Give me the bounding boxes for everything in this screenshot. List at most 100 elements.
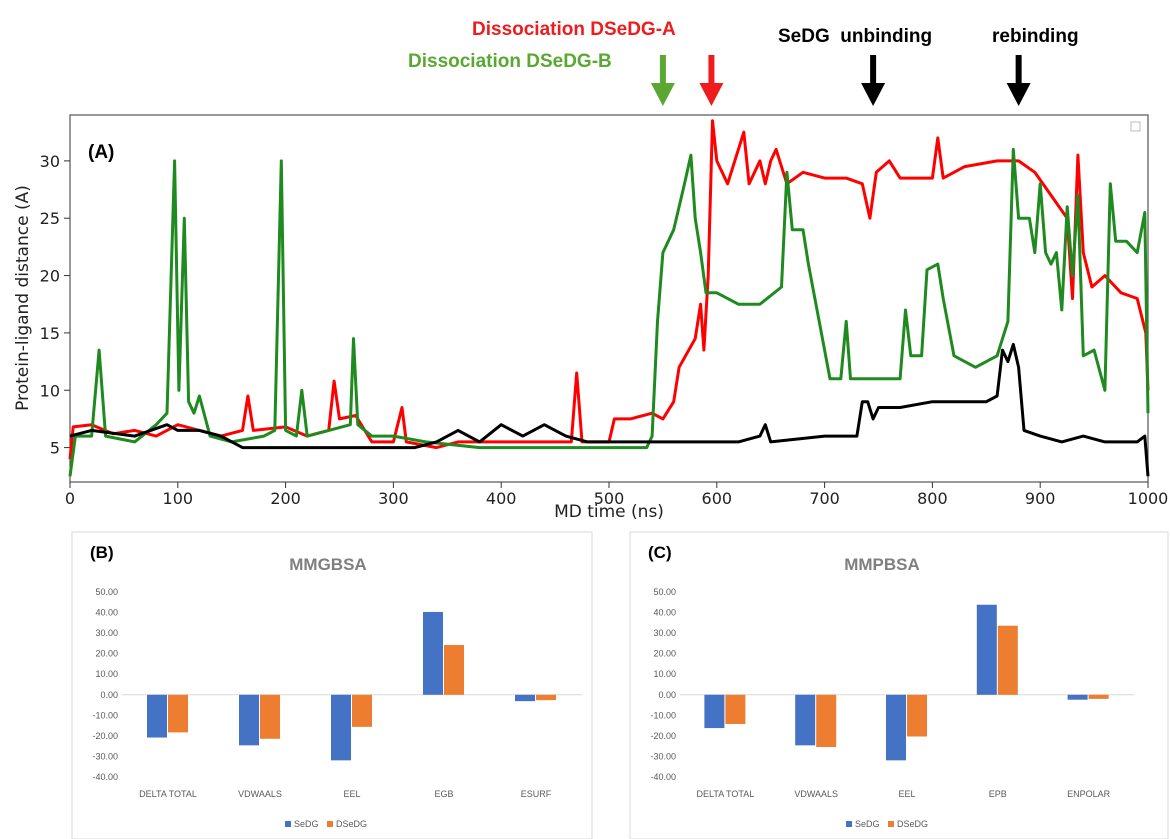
- panel-a-label: (A): [88, 142, 114, 163]
- legend-label-dsedg: DSeDG: [336, 819, 367, 829]
- bar-category-label: EEL: [343, 789, 360, 799]
- bar-y-tick-label: 0.00: [658, 690, 676, 700]
- panel-b-bar-chart: (B) MMGBSA 50.00 40.00 30.00 20.00 10.00 0.00…: [71, 531, 593, 839]
- panel-c-plot: 50.00 40.00 30.00 20.00 10.00 0.00 -10.00 -20.0…: [650, 587, 1134, 829]
- down-arrow-icon: [861, 55, 886, 106]
- down-arrow-icon: [699, 55, 724, 106]
- bar-sedg-0: [147, 694, 167, 738]
- panel-a-plot-frame: [69, 114, 1149, 483]
- bar-dsedg-3: [997, 625, 1018, 695]
- bar-sedg-1: [795, 694, 816, 746]
- bar-sedg-4: [515, 694, 535, 702]
- bar-category-label: ESURF: [521, 789, 552, 799]
- bar-y-tick-label: 50.00: [95, 587, 118, 597]
- series-line-0: [68, 119, 1150, 460]
- panel-a-x-axis-label: MD time (ns): [554, 502, 664, 522]
- y-tick-label: 30: [40, 152, 60, 171]
- bar-sedg-0: [704, 694, 725, 729]
- bar-y-tick-label: -30.00: [92, 751, 118, 761]
- bar-dsedg-2: [352, 694, 372, 727]
- legend-label-sedg: SeDG: [855, 819, 880, 829]
- bar-y-tick-label: 20.00: [95, 649, 118, 659]
- bar-category-label: VDWAALS: [794, 789, 838, 799]
- panel-a-y-axis-label: Protein-ligand distance (A): [13, 185, 33, 411]
- bar-sedg-4: [1067, 694, 1088, 700]
- legend-label-dsedg: DSeDG: [897, 819, 928, 829]
- legend-swatch-dsedg: [327, 821, 333, 827]
- bar-y-tick-label: 30.00: [95, 628, 118, 638]
- bar-dsedg-4: [536, 694, 556, 701]
- panel-a-y-ticks: 5 10 15 20 25 30: [40, 152, 70, 458]
- panel-c-title: MMPBSA: [844, 555, 920, 574]
- y-tick-label: 5: [50, 439, 60, 458]
- bar-sedg-3: [976, 604, 997, 695]
- annotation-sedg-unbinding: SeDG unbinding: [778, 26, 932, 47]
- bar-y-tick-label: -30.00: [650, 751, 676, 761]
- panel-b-plot: 50.00 40.00 30.00 20.00 10.00 0.00 -10.00 -20.0…: [92, 587, 582, 829]
- down-arrow-icon: [1006, 55, 1031, 106]
- annotation-arrows: [650, 55, 1031, 106]
- bar-category-label: VDWAALS: [238, 789, 282, 799]
- x-tick-label: 700: [809, 489, 840, 508]
- bar-sedg-2: [331, 694, 351, 761]
- bar-y-tick-label: 40.00: [653, 608, 676, 618]
- bar-y-tick-label: -20.00: [92, 731, 118, 741]
- legend-swatch-dsedg: [888, 821, 894, 827]
- panel-b-label: (B): [90, 543, 114, 562]
- x-tick-label: 1000: [1128, 489, 1169, 508]
- bar-dsedg-0: [168, 694, 188, 733]
- bar-category-label: DELTA TOTAL: [697, 789, 755, 799]
- bar-y-tick-label: -10.00: [650, 710, 676, 720]
- bar-dsedg-1: [260, 694, 280, 739]
- bar-y-tick-label: 10.00: [653, 669, 676, 679]
- panel-a-x-ticks: 0 100 200 300 400 500 600 700 800 900 1000: [65, 482, 1168, 508]
- bar-y-tick-label: -20.00: [650, 731, 676, 741]
- panel-c-bar-chart: (C) MMPBSA 50.00 40.00 30.00 20.00 10.00 0.00…: [629, 531, 1169, 839]
- bar-sedg-2: [886, 694, 906, 761]
- bar-category-label: ENPOLAR: [1067, 789, 1111, 799]
- bar-y-tick-label: 10.00: [95, 669, 118, 679]
- panel-c-label: (C): [648, 543, 672, 562]
- bar-category-label: EGB: [434, 789, 453, 799]
- annotation-dissociation-b: Dissociation DSeDG-B: [408, 51, 612, 72]
- bar-y-tick-label: 40.00: [95, 608, 118, 618]
- y-tick-label: 20: [40, 267, 60, 286]
- bar-sedg-3: [423, 611, 443, 695]
- panel-a-series: [68, 119, 1150, 477]
- bar-dsedg-1: [816, 694, 837, 747]
- bar-y-tick-label: -40.00: [92, 772, 118, 782]
- panel-b-title: MMGBSA: [289, 555, 366, 574]
- x-tick-label: 100: [163, 489, 194, 508]
- bar-dsedg-0: [725, 694, 746, 724]
- bar-dsedg-2: [907, 694, 927, 737]
- panel-c-frame: [629, 531, 1169, 839]
- legend-swatch-sedg: [846, 821, 852, 827]
- empty-legend-box: [1130, 121, 1141, 132]
- panel-a-line-chart: (A) 0 100 200 300 400 500 600 700 800 900 1000 5 10…: [13, 114, 1168, 522]
- x-tick-label: 200: [270, 489, 301, 508]
- y-tick-label: 15: [40, 324, 60, 343]
- x-tick-label: 0: [65, 489, 75, 508]
- y-tick-label: 25: [40, 209, 60, 228]
- bar-y-tick-label: -10.00: [92, 710, 118, 720]
- bar-category-label: DELTA TOTAL: [139, 789, 197, 799]
- bar-y-tick-label: 50.00: [653, 587, 676, 597]
- bar-dsedg-4: [1088, 694, 1109, 699]
- x-tick-label: 900: [1025, 489, 1056, 508]
- annotation-dissociation-a: Dissociation DSeDG-A: [472, 19, 676, 40]
- bar-y-tick-label: 20.00: [653, 649, 676, 659]
- bar-y-tick-label: 30.00: [653, 628, 676, 638]
- x-tick-label: 400: [486, 489, 517, 508]
- legend-swatch-sedg: [285, 821, 291, 827]
- legend-label-sedg: SeDG: [294, 819, 319, 829]
- x-tick-label: 800: [917, 489, 948, 508]
- bar-y-tick-label: 0.00: [100, 690, 118, 700]
- bar-sedg-1: [239, 694, 259, 746]
- annotation-rebinding: rebinding: [992, 26, 1079, 47]
- bar-dsedg-3: [444, 645, 464, 695]
- bar-category-label: EPB: [989, 789, 1007, 799]
- x-tick-label: 600: [702, 489, 733, 508]
- down-arrow-icon: [650, 55, 675, 106]
- bar-y-tick-label: -40.00: [650, 772, 676, 782]
